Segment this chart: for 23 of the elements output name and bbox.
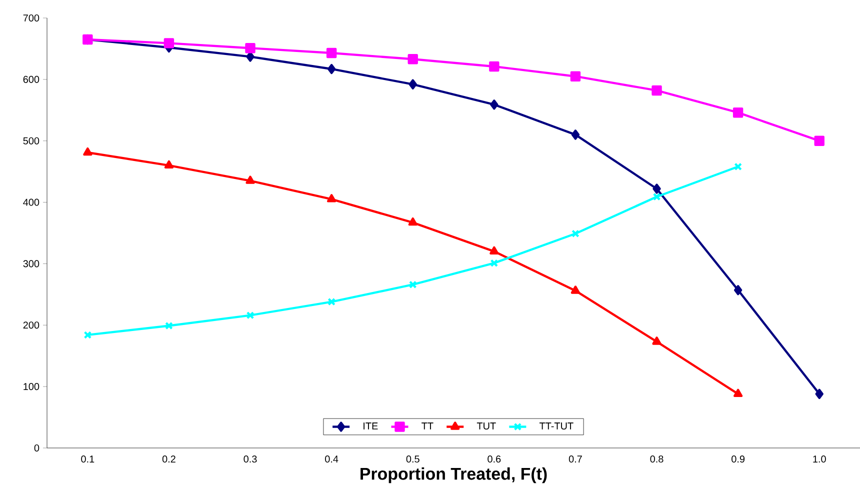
x-tick-label: 0.2 <box>162 456 176 463</box>
x-axis-title: Proportion Treated, F(t) <box>360 467 547 484</box>
x-tick-label: 0.6 <box>488 456 501 463</box>
legend-label: ITE <box>364 422 378 430</box>
y-tick-label: 300 <box>23 260 40 268</box>
y-tick-label: 0 <box>34 444 40 452</box>
x-tick-label: 0.4 <box>325 456 338 463</box>
legend-label: TT-TUT <box>539 422 574 430</box>
y-tick-label: 400 <box>23 198 40 206</box>
x-tick-label: 0.7 <box>568 456 582 463</box>
legend-label: TUT <box>476 422 496 430</box>
x-tick-label: 0.3 <box>244 456 257 463</box>
y-tick-label: 100 <box>24 383 40 390</box>
legend-label: TT <box>422 422 434 430</box>
x-tick-label: 0.1 <box>81 456 94 463</box>
y-tick-label: 500 <box>23 137 40 144</box>
y-tick-label: 700 <box>23 14 40 22</box>
x-tick-label: 0.5 <box>406 456 420 463</box>
x-tick-label: 0.8 <box>650 456 664 463</box>
x-tick-label: 1.0 <box>813 456 826 463</box>
y-tick-label: 600 <box>23 76 40 83</box>
x-tick-label: 0.9 <box>732 456 745 463</box>
y-tick-label: 200 <box>23 322 40 329</box>
